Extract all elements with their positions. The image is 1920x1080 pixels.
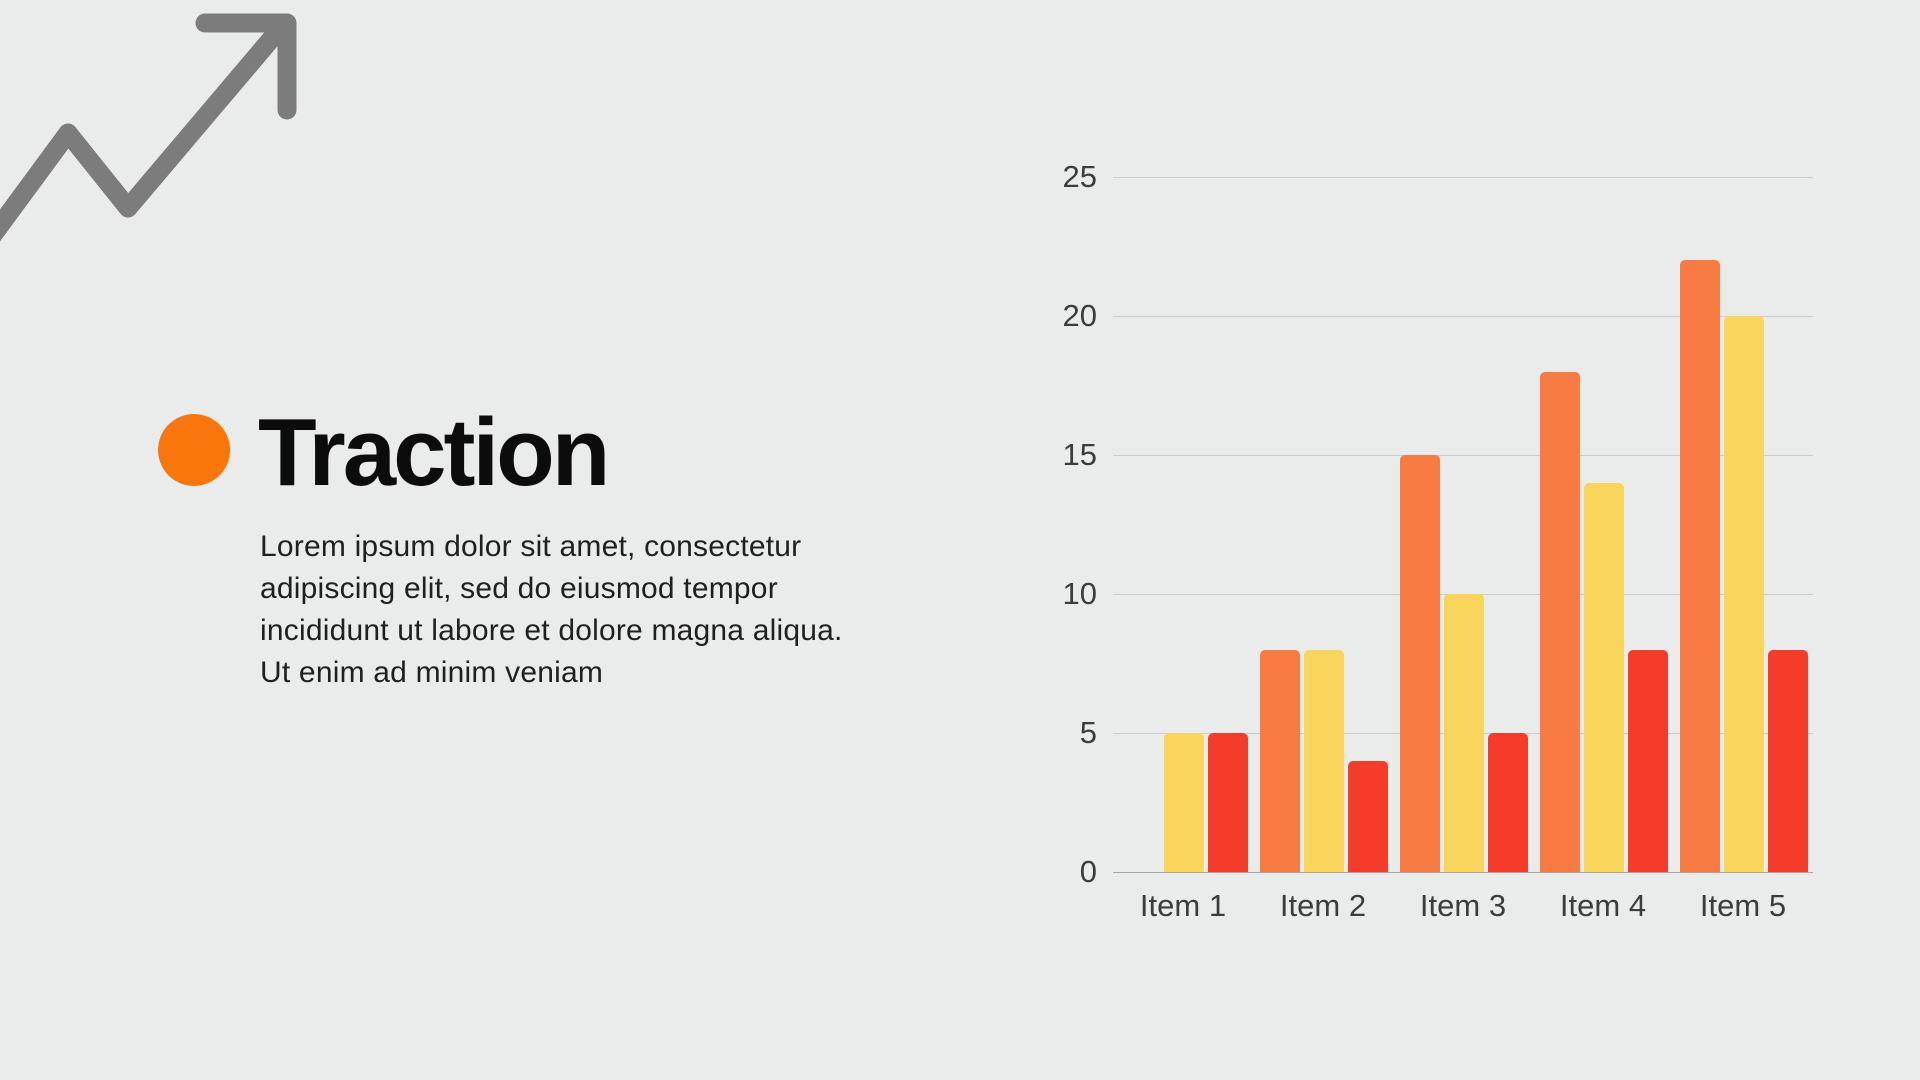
gridline: [1113, 455, 1813, 456]
gridline: [1113, 316, 1813, 317]
bar-item-3-series-1: [1400, 455, 1440, 872]
gridline: [1113, 177, 1813, 178]
y-axis-tick-label: 15: [1062, 437, 1097, 472]
chart-plot-area: [1113, 177, 1813, 873]
trending-up-icon: [0, 13, 297, 242]
x-axis-category-label: Item 2: [1279, 888, 1367, 923]
bar-item-2-series-3: [1348, 760, 1388, 872]
y-axis-tick-label: 25: [1062, 159, 1097, 194]
y-axis-tick-label: 20: [1062, 298, 1097, 333]
x-axis-category-label: Item 1: [1139, 888, 1227, 923]
body-text-line: incididunt ut labore et dolore magna ali…: [260, 614, 843, 647]
bar-item-2-series-2: [1304, 649, 1344, 872]
body-text: Lorem ipsum dolor sit amet, consectetur a…: [260, 526, 843, 694]
x-axis-category-label: Item 4: [1559, 888, 1647, 923]
bar-item-4-series-1: [1540, 371, 1580, 872]
x-axis-line: [1113, 872, 1813, 873]
body-text-line: Lorem ipsum dolor sit amet, consectetur: [260, 530, 802, 563]
x-axis-category-label: Item 3: [1419, 888, 1507, 923]
y-axis-tick-label: 10: [1062, 576, 1097, 611]
bar-item-4-series-2: [1584, 482, 1624, 872]
body-text-line: Ut enim ad minim veniam: [260, 656, 604, 689]
body-text-line: adipiscing elit, sed do eiusmod tempor: [260, 572, 778, 605]
bar-item-2-series-1: [1260, 649, 1300, 872]
x-axis-category-label: Item 5: [1699, 888, 1787, 923]
bar-item-5-series-3: [1768, 649, 1808, 872]
bar-item-3-series-2: [1444, 594, 1484, 872]
bar-item-5-series-2: [1724, 316, 1764, 872]
y-axis-tick-label: 5: [1079, 715, 1097, 750]
bar-item-5-series-1: [1680, 260, 1720, 872]
bar-item-1-series-2: [1164, 733, 1204, 872]
y-axis-tick-label: 0: [1079, 854, 1097, 889]
page-title: Traction: [258, 399, 610, 506]
bar-item-1-series-3: [1208, 733, 1248, 872]
bar-item-4-series-3: [1628, 649, 1668, 872]
bar-item-3-series-3: [1488, 733, 1528, 872]
bullet-dot: [158, 414, 230, 486]
